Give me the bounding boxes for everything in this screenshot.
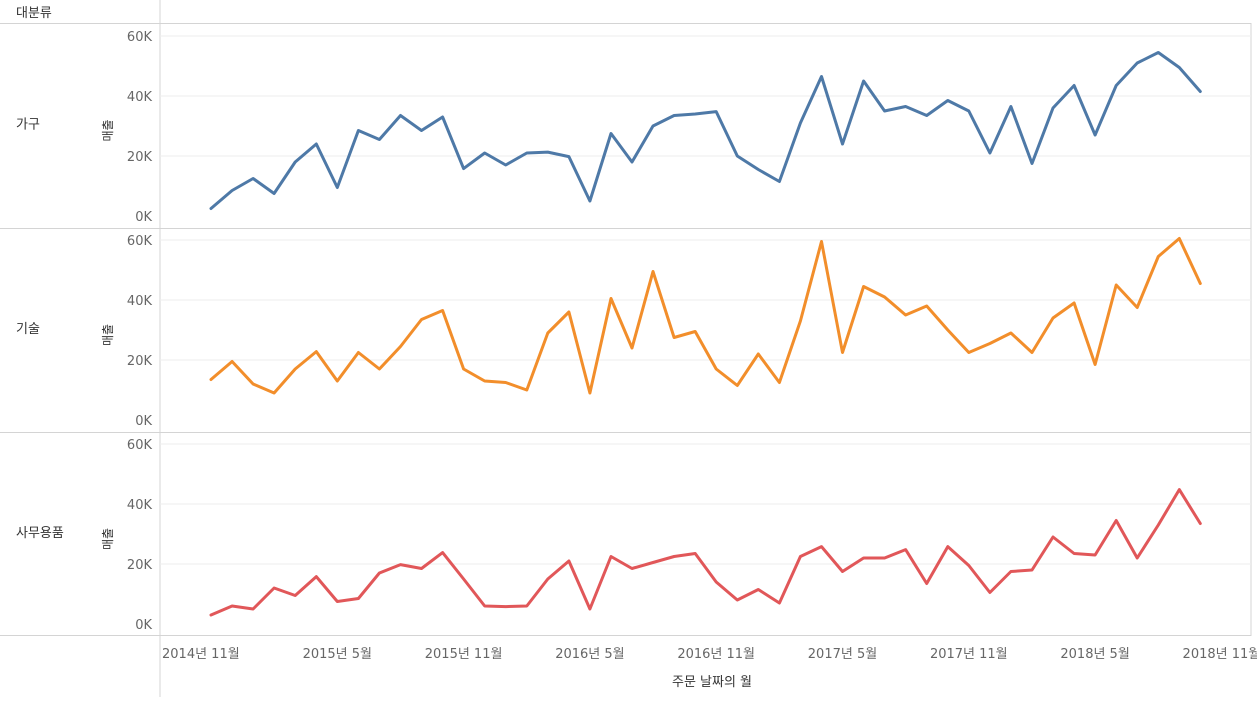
series-line-기술 [209,237,1202,395]
x-tick-label: 2016년 5월 [555,647,624,662]
x-tick-label: 2016년 11월 [677,647,755,662]
series-line-가구 [209,51,1202,210]
y-axis-title: 매출 [101,528,115,550]
y-tick-label: 0K [135,618,152,633]
panel-label: 가구 [16,118,40,133]
y-axis-title: 매출 [101,119,115,141]
panel-label: 기술 [16,322,40,337]
x-tick-label: 2018년 5월 [1060,647,1129,662]
x-tick-label: 2018년 11월 [1183,647,1257,662]
x-tick-label: 2017년 11월 [930,647,1008,662]
dimension-header: 대분류 [16,6,52,21]
x-tick-label: 2017년 5월 [808,647,877,662]
x-tick-label: 2015년 5월 [303,647,372,662]
y-tick-label: 60K [127,234,153,249]
y-tick-label: 60K [127,438,153,453]
x-tick-label: 2014년 11월 [162,647,240,662]
grid-lines [160,35,1251,565]
y-tick-label: 0K [135,414,152,429]
y-tick-label: 40K [127,294,153,309]
y-axis-title: 매출 [101,324,115,346]
y-tick-label: 20K [127,558,153,573]
y-tick-label: 40K [127,90,153,105]
series-line-사무용품 [209,488,1202,617]
x-axis-title: 주문 날짜의 월 [672,675,752,690]
panel-label: 사무용품 [16,526,64,541]
series-lines [209,51,1202,617]
y-tick-label: 60K [127,30,153,45]
x-tick-label: 2015년 11월 [425,647,503,662]
y-tick-label: 20K [127,150,153,165]
y-tick-label: 40K [127,498,153,513]
y-tick-label: 20K [127,354,153,369]
y-tick-label: 0K [135,210,152,225]
